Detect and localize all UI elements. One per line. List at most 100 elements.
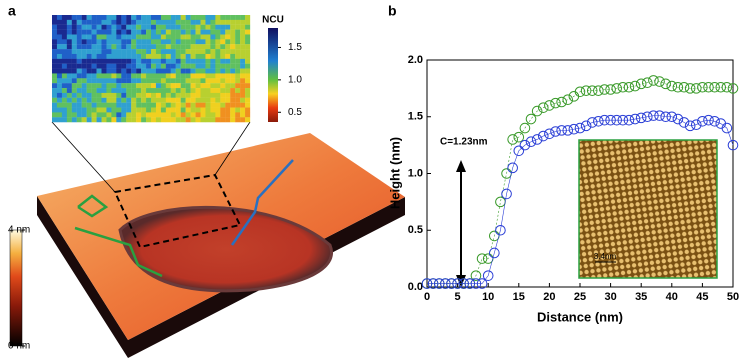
map-cell (215, 44, 221, 50)
map-cell (96, 92, 102, 98)
map-cell (185, 83, 191, 89)
map-cell (240, 44, 246, 50)
map-cell (121, 68, 127, 74)
map-cell (66, 24, 72, 30)
map-cell (76, 24, 82, 30)
map-cell (131, 83, 137, 89)
map-cell (111, 34, 117, 40)
map-cell (101, 19, 107, 25)
map-cell (180, 15, 186, 20)
map-cell (106, 78, 112, 84)
map-cell (81, 102, 87, 108)
map-cell (225, 88, 231, 94)
map-cell (66, 44, 72, 50)
map-cell (210, 102, 216, 108)
map-cell (225, 107, 231, 113)
map-cell (71, 58, 77, 64)
map-cell (131, 34, 137, 40)
inset-image (578, 139, 718, 279)
map-cell (195, 68, 201, 74)
map-cell (61, 112, 67, 118)
map-cell (235, 102, 241, 108)
map-cell (91, 68, 97, 74)
map-cell (205, 78, 211, 84)
map-cell (116, 112, 122, 118)
map-cell (165, 117, 171, 123)
arrow-head (456, 275, 466, 287)
map-cell (106, 88, 112, 94)
map-cell (195, 58, 201, 64)
map-cell (116, 102, 122, 108)
y-axis-label: Height (nm) (387, 137, 402, 209)
map-cell (180, 34, 186, 40)
map-cell (175, 29, 181, 35)
map-cell (91, 58, 97, 64)
map-cell (175, 44, 181, 50)
map-cell (245, 92, 251, 98)
map-cell (180, 83, 186, 89)
map-cell (225, 44, 231, 50)
map-cell (151, 83, 157, 89)
map-cell (155, 97, 162, 103)
map-cell (131, 68, 137, 74)
map-cell (225, 117, 231, 123)
map-cell (185, 112, 191, 118)
map-cell (101, 83, 107, 89)
map-cell (190, 78, 196, 84)
x-tick-label: 10 (482, 291, 494, 303)
map-cell (160, 92, 166, 98)
data-point (703, 81, 714, 93)
map-cell (180, 78, 186, 84)
map-cell (245, 19, 251, 25)
map-cell (210, 73, 216, 79)
map-cell (205, 15, 211, 20)
map-cell (190, 112, 196, 118)
map-cell (205, 88, 211, 94)
map-cell (111, 63, 117, 69)
map-cell (91, 29, 97, 35)
map-cell (235, 97, 241, 103)
map-cell (180, 53, 186, 59)
map-cell (106, 53, 112, 59)
map-cell (210, 19, 216, 25)
data-point (654, 76, 665, 87)
map-cell (205, 73, 211, 79)
map-cell (66, 102, 72, 108)
map-cell (111, 117, 117, 123)
profile-line (230, 159, 294, 246)
map-cell (96, 112, 102, 118)
data-point (623, 81, 635, 93)
map-cell (240, 78, 246, 84)
map-cell (175, 34, 181, 40)
panel-label: a (8, 3, 16, 19)
map-cell (52, 53, 58, 59)
map-cell (86, 24, 92, 30)
map-cell (106, 97, 112, 103)
map-cell (210, 34, 216, 40)
map-cell (240, 49, 246, 55)
map-cell (121, 24, 127, 30)
map-cell (131, 58, 137, 64)
data-point (544, 128, 555, 140)
map-cell (141, 78, 147, 84)
map-cell (190, 97, 196, 103)
map-cell (116, 44, 122, 50)
data-point (501, 188, 512, 200)
map-cell (126, 107, 132, 113)
x-axis-label: Distance (nm) (537, 309, 623, 324)
map-cell (96, 88, 102, 94)
map-cell (180, 49, 186, 55)
map-cell (205, 39, 211, 45)
map-cell (155, 112, 162, 118)
map-cell (111, 58, 117, 64)
data-point (648, 110, 659, 121)
map-cell (170, 58, 176, 64)
map-cell (165, 15, 171, 20)
map-cell (235, 44, 241, 50)
map-cell (121, 88, 127, 94)
afm-pit (118, 205, 334, 293)
map-cell (52, 29, 58, 35)
map-cell (56, 53, 63, 59)
map-cell (240, 24, 246, 30)
map-cell (151, 107, 157, 113)
